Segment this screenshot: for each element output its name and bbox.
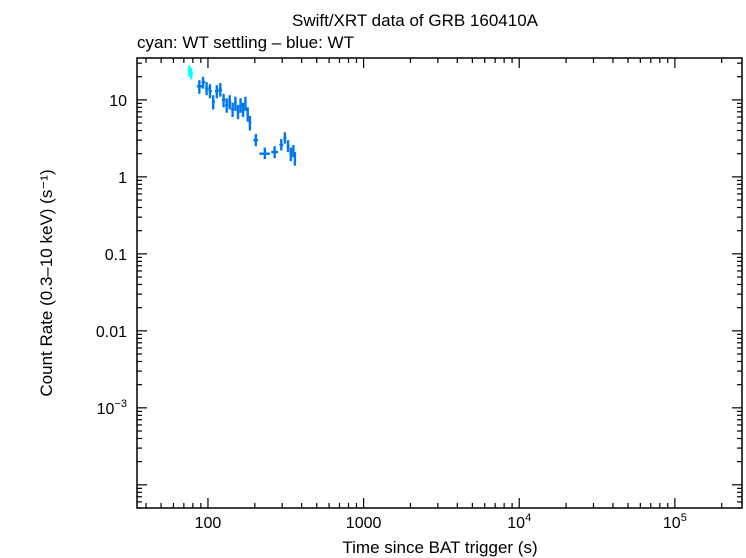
y-tick-label: 10−3 — [97, 398, 127, 418]
x-tick-label: 1000 — [346, 515, 382, 532]
data-point — [283, 132, 287, 144]
data-point — [253, 134, 259, 147]
plot-frame — [136, 57, 743, 509]
data-point — [231, 102, 234, 117]
data-point — [286, 140, 290, 153]
y-tick-label: 10 — [109, 93, 127, 110]
data-points — [187, 65, 297, 166]
data-point — [208, 84, 212, 99]
data-point — [246, 107, 249, 122]
chart-subtitle: cyan: WT settling – blue: WT — [137, 33, 354, 52]
y-tick-labels: 10 1 0.1 0.01 10−3 — [96, 93, 127, 418]
data-point — [221, 93, 226, 108]
x-tick-labels: 100 1000 104 105 — [195, 512, 687, 532]
x-axis-label: Time since BAT trigger (s) — [342, 538, 537, 557]
data-point — [228, 95, 232, 110]
data-point — [271, 146, 279, 159]
data-point — [211, 95, 216, 110]
data-point — [289, 147, 293, 162]
x-tick-label: 104 — [507, 512, 531, 532]
data-point — [248, 115, 252, 131]
data-point — [201, 76, 206, 89]
y-axis-label: Count Rate (0.3–10 keV) (s⁻¹) — [37, 169, 56, 396]
y-tick-label: 0.1 — [105, 247, 127, 264]
x-tick-label: 100 — [195, 515, 222, 532]
data-point — [293, 152, 297, 166]
chart-title: Swift/XRT data of GRB 160410A — [292, 11, 539, 30]
data-point — [259, 147, 270, 160]
data-point — [225, 98, 229, 113]
axis-ticks — [137, 58, 742, 509]
data-point — [279, 139, 284, 151]
y-tick-label: 0.01 — [96, 324, 127, 341]
data-point — [189, 67, 193, 80]
data-point — [236, 104, 240, 120]
data-point — [205, 82, 209, 96]
y-tick-label: 1 — [118, 170, 127, 187]
data-point — [215, 85, 219, 99]
data-point — [241, 102, 245, 117]
data-point — [196, 80, 203, 94]
x-tick-label: 105 — [663, 512, 687, 532]
data-point — [218, 83, 222, 97]
data-point — [244, 96, 247, 111]
data-point — [239, 98, 242, 113]
data-point — [292, 144, 295, 158]
data-point — [233, 96, 237, 111]
